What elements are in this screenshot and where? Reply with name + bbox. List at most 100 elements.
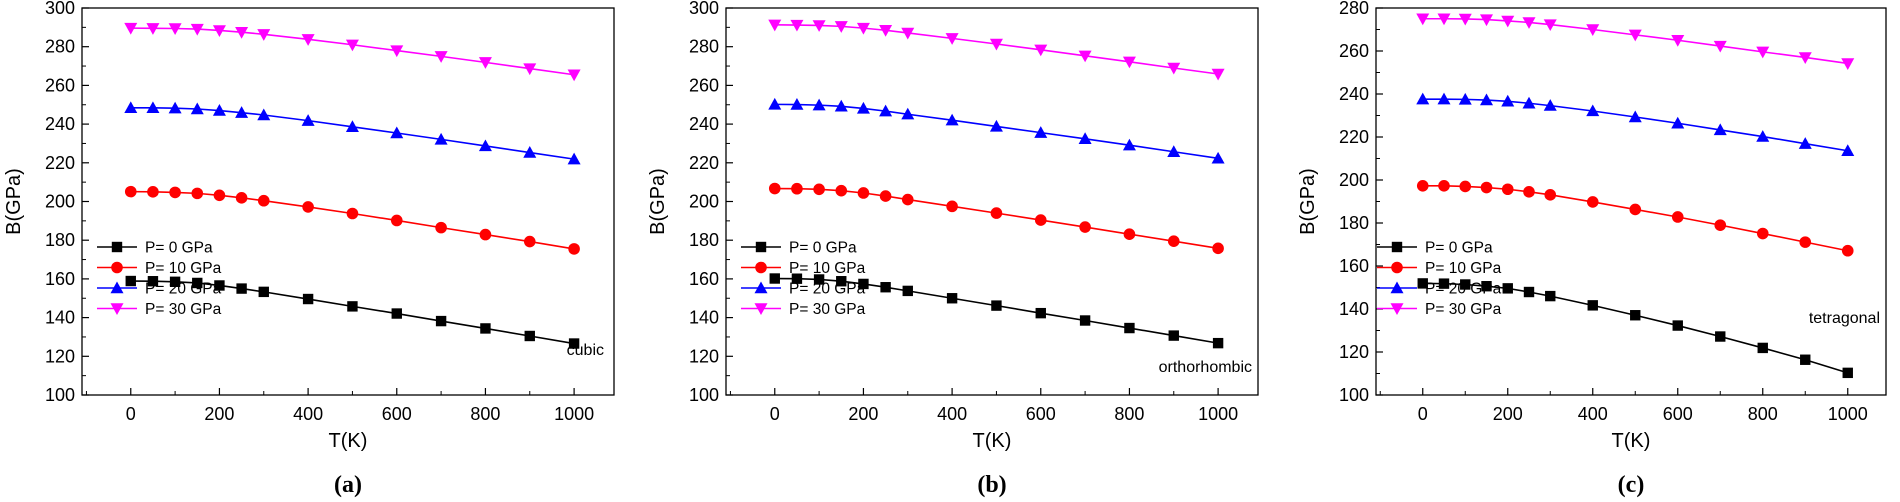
data-point bbox=[1460, 279, 1471, 290]
y-tick-label: 200 bbox=[689, 192, 719, 212]
series-line bbox=[1422, 98, 1848, 152]
data-point bbox=[1416, 92, 1430, 105]
data-point bbox=[1713, 123, 1727, 136]
data-point bbox=[1841, 144, 1855, 156]
data-point bbox=[1757, 342, 1768, 354]
data-point bbox=[1167, 235, 1180, 247]
data-point bbox=[768, 182, 781, 195]
y-tick-label: 100 bbox=[689, 385, 719, 405]
data-point bbox=[790, 19, 804, 32]
data-point bbox=[1672, 320, 1683, 331]
legend-label: P= 10 GPa bbox=[789, 260, 866, 277]
data-point bbox=[1842, 367, 1853, 379]
data-point bbox=[235, 26, 249, 39]
data-point bbox=[858, 278, 869, 290]
series-2 bbox=[1416, 92, 1855, 156]
data-point bbox=[302, 201, 314, 213]
plot-frame bbox=[1375, 7, 1887, 396]
data-point bbox=[523, 63, 537, 76]
x-tick-label: 600 bbox=[1663, 404, 1693, 424]
data-point bbox=[524, 330, 535, 342]
data-point bbox=[812, 98, 826, 111]
data-point bbox=[1459, 180, 1472, 193]
x-axis-title: T(K) bbox=[973, 430, 1012, 452]
data-point bbox=[990, 207, 1003, 219]
legend-marker bbox=[110, 303, 124, 315]
x-tick-label: 1000 bbox=[554, 404, 594, 424]
data-point bbox=[1501, 15, 1515, 28]
data-point bbox=[1416, 180, 1429, 192]
data-point bbox=[168, 23, 182, 36]
data-point bbox=[1211, 151, 1225, 164]
y-tick-label: 260 bbox=[45, 75, 75, 95]
data-point bbox=[1122, 138, 1136, 151]
data-point bbox=[901, 107, 915, 120]
data-point bbox=[191, 187, 204, 200]
data-point bbox=[301, 114, 315, 126]
y-tick-label: 260 bbox=[689, 75, 719, 95]
legend-label: P= 20 GPa bbox=[789, 281, 866, 298]
x-tick-label: 400 bbox=[1578, 404, 1608, 424]
data-point bbox=[1543, 99, 1557, 111]
data-point bbox=[857, 187, 870, 199]
data-point bbox=[946, 200, 958, 213]
data-point bbox=[1480, 181, 1493, 194]
data-point bbox=[1799, 236, 1812, 248]
data-point bbox=[791, 273, 803, 284]
data-point bbox=[835, 184, 848, 197]
data-point bbox=[214, 280, 225, 291]
data-point bbox=[1630, 310, 1641, 321]
legend-label: P= 20 GPa bbox=[145, 281, 222, 298]
y-tick-label: 200 bbox=[45, 192, 75, 212]
data-point bbox=[257, 108, 271, 121]
data-point bbox=[1629, 203, 1642, 216]
x-tick-label: 800 bbox=[1114, 404, 1144, 424]
data-point bbox=[813, 274, 825, 285]
data-point bbox=[834, 21, 848, 33]
series-line bbox=[130, 107, 575, 160]
data-point bbox=[791, 182, 803, 195]
data-point bbox=[1078, 132, 1092, 145]
y-tick-label: 260 bbox=[1339, 41, 1369, 61]
legend-label: P= 10 GPa bbox=[1425, 260, 1502, 277]
x-tick-label: 600 bbox=[1026, 404, 1056, 424]
y-tick-label: 140 bbox=[1339, 299, 1369, 319]
data-point bbox=[391, 308, 402, 319]
legend: P= 0 GPa P= 10 GPa P= 20 GPa P= 30 GPa bbox=[741, 240, 866, 318]
data-point bbox=[1417, 278, 1428, 289]
data-point bbox=[345, 120, 359, 133]
series-0 bbox=[1417, 278, 1853, 379]
x-tick-label: 200 bbox=[204, 404, 234, 424]
data-point bbox=[902, 285, 913, 297]
panel-label: (b) bbox=[977, 472, 1006, 498]
x-tick-label: 200 bbox=[1493, 404, 1523, 424]
data-point bbox=[257, 194, 270, 207]
legend-label: P= 30 GPa bbox=[1425, 301, 1502, 318]
data-point bbox=[168, 101, 182, 114]
data-point bbox=[523, 235, 536, 248]
chart-panel-c: 100 120 140 160 180 200 220 240 260 280 0 200 400 600… bbox=[1297, 0, 1887, 498]
data-point bbox=[1079, 221, 1091, 233]
data-point bbox=[1501, 183, 1514, 196]
data-point bbox=[212, 25, 226, 37]
data-point bbox=[1480, 14, 1493, 27]
y-tick-label: 120 bbox=[689, 346, 719, 366]
x-tick-label: 400 bbox=[293, 404, 323, 424]
data-point bbox=[480, 323, 491, 334]
data-point bbox=[946, 293, 958, 304]
data-point bbox=[879, 25, 893, 37]
data-point bbox=[945, 113, 959, 126]
data-point bbox=[812, 20, 826, 32]
legend-marker bbox=[754, 281, 768, 294]
data-point bbox=[1586, 196, 1599, 208]
data-point bbox=[1798, 137, 1812, 149]
data-point bbox=[567, 152, 581, 165]
y-tick-label: 280 bbox=[45, 37, 75, 57]
legend-marker bbox=[111, 261, 123, 274]
legend-marker bbox=[755, 261, 767, 274]
data-point bbox=[1123, 228, 1136, 241]
data-point bbox=[147, 276, 159, 287]
x-tick-label: 1000 bbox=[1198, 404, 1238, 424]
data-point bbox=[124, 101, 138, 114]
